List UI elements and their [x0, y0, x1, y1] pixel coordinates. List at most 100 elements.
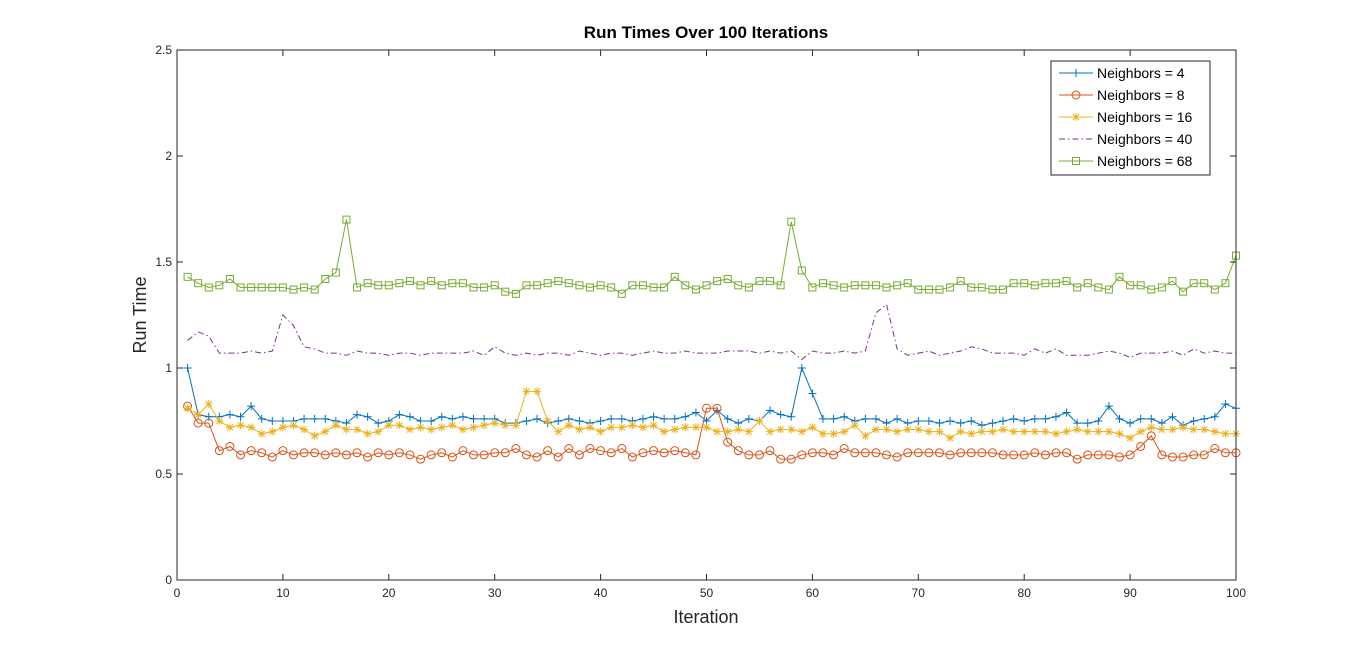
- data-point: [586, 423, 595, 432]
- data-point: [1062, 277, 1071, 286]
- data-point: [946, 417, 955, 425]
- data-point: [1072, 454, 1082, 464]
- data-point: [511, 421, 520, 430]
- data-point: [1136, 414, 1145, 423]
- data-point: [458, 425, 467, 434]
- data-point: [288, 450, 298, 460]
- data-point: [353, 283, 362, 292]
- data-point: [893, 414, 902, 423]
- data-point: [999, 285, 1008, 294]
- data-point: [554, 427, 563, 436]
- data-point: [914, 425, 923, 434]
- data-point: [554, 417, 563, 425]
- data-point: [755, 277, 764, 286]
- legend-item: Neighbors = 68: [1059, 153, 1193, 169]
- data-point: [1157, 450, 1167, 460]
- data-point: [1104, 285, 1113, 294]
- data-point: [225, 423, 234, 432]
- series-line: [187, 405, 1236, 460]
- data-point: [712, 403, 722, 413]
- data-point: [1115, 414, 1124, 423]
- data-point: [1030, 427, 1039, 436]
- data-point: [299, 448, 309, 458]
- data-point: [247, 283, 256, 292]
- data-point: [607, 423, 616, 432]
- data-point: [373, 448, 383, 458]
- x-tick-label: 90: [1123, 586, 1137, 600]
- series-line: [187, 303, 1236, 361]
- legend-marker: [1072, 69, 1080, 77]
- data-point: [363, 279, 372, 288]
- data-point: [691, 423, 700, 432]
- data-point: [638, 423, 647, 432]
- data-point: [342, 215, 351, 224]
- data-point: [766, 406, 775, 415]
- data-point: [257, 283, 266, 292]
- data-point: [183, 404, 192, 413]
- data-point: [553, 452, 563, 462]
- data-point: [416, 423, 425, 432]
- data-point: [1178, 452, 1188, 462]
- data-point: [670, 272, 679, 281]
- data-point: [215, 417, 224, 425]
- data-point: [533, 387, 542, 396]
- data-point: [956, 448, 966, 458]
- data-point: [818, 429, 827, 438]
- data-point: [267, 452, 277, 462]
- data-point: [638, 281, 647, 290]
- data-point: [225, 441, 235, 451]
- data-point: [871, 425, 880, 434]
- legend-item: Neighbors = 16: [1059, 109, 1193, 125]
- data-point: [850, 281, 859, 290]
- data-point: [437, 412, 446, 421]
- data-point: [596, 446, 606, 456]
- data-point: [1020, 417, 1029, 425]
- data-point: [363, 429, 372, 438]
- data-point: [1168, 412, 1177, 421]
- data-point: [1030, 414, 1039, 423]
- data-point: [448, 421, 457, 430]
- data-point: [543, 417, 552, 425]
- data-point: [247, 402, 256, 411]
- data-point: [1083, 450, 1093, 460]
- data-point: [246, 446, 256, 456]
- data-point: [680, 448, 690, 458]
- data-point: [903, 448, 913, 458]
- data-point: [543, 446, 553, 456]
- data-point: [236, 412, 245, 421]
- data-point: [840, 412, 849, 421]
- x-tick-label: 30: [488, 586, 502, 600]
- data-point: [575, 281, 584, 290]
- data-point: [574, 450, 584, 460]
- data-point: [723, 427, 732, 436]
- data-point: [543, 279, 552, 288]
- data-point: [670, 425, 679, 434]
- data-point: [829, 450, 839, 460]
- data-point: [533, 414, 542, 423]
- data-point: [607, 283, 616, 292]
- data-point: [469, 414, 478, 423]
- data-point: [1167, 452, 1177, 462]
- data-point: [458, 279, 467, 288]
- data-point: [427, 277, 436, 286]
- data-point: [416, 454, 426, 464]
- data-point: [1030, 448, 1040, 458]
- data-point: [341, 450, 351, 460]
- data-point: [691, 285, 700, 294]
- data-point: [871, 281, 880, 290]
- x-tick-label: 20: [382, 586, 396, 600]
- data-point: [1041, 414, 1050, 423]
- data-point: [511, 444, 521, 454]
- legend-label: Neighbors = 8: [1097, 87, 1185, 103]
- data-point: [966, 448, 976, 458]
- data-point: [405, 450, 415, 460]
- data-point: [384, 281, 393, 290]
- data-point: [681, 423, 690, 432]
- data-point: [840, 283, 849, 292]
- data-point: [850, 421, 859, 430]
- data-point: [215, 281, 224, 290]
- data-point: [1009, 414, 1018, 423]
- data-point: [374, 427, 383, 436]
- data-point: [1221, 429, 1230, 438]
- data-point: [723, 437, 733, 447]
